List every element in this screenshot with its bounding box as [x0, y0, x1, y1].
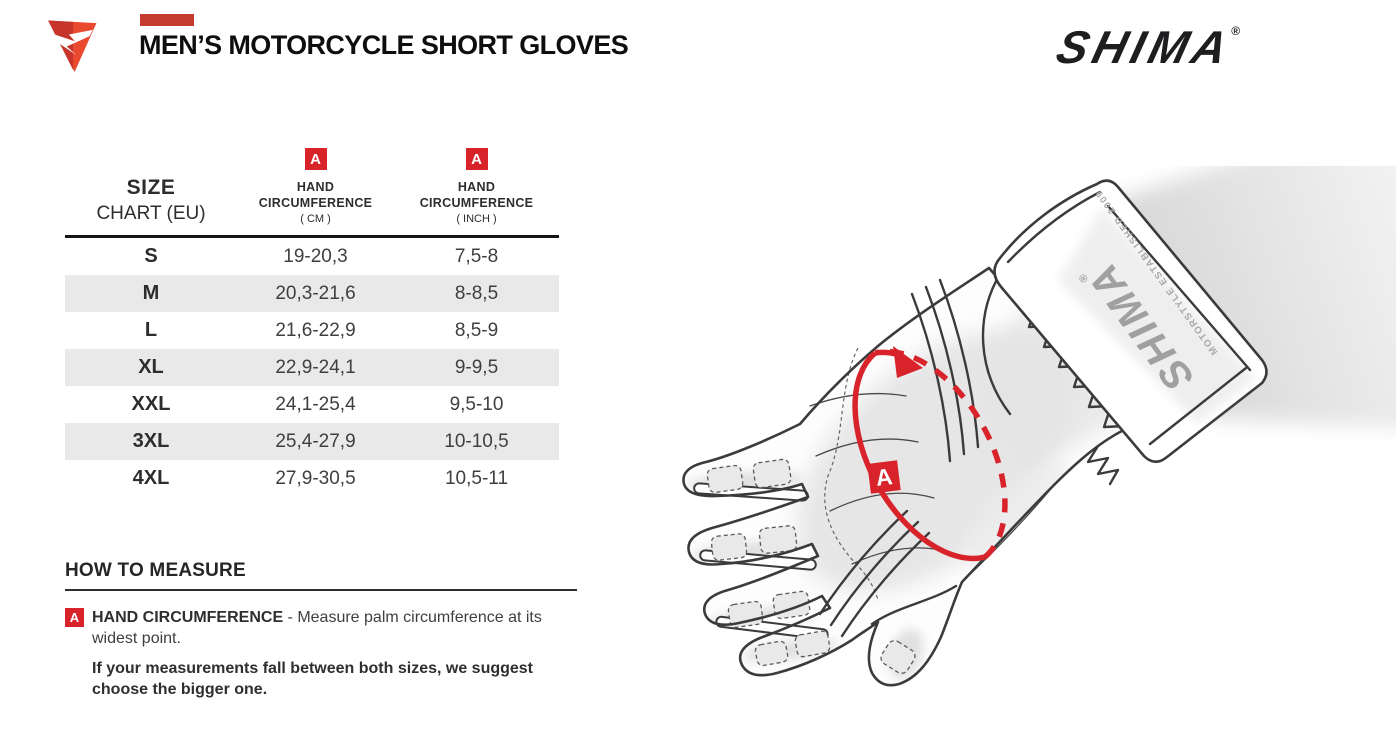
inch-unit-label: ( INCH ) [456, 213, 497, 226]
a-marker-badge: A [304, 148, 327, 170]
measure-note: If your measurements fall between both s… [92, 660, 534, 698]
size-chart-title-line2: CHART (EU) [96, 203, 206, 225]
glove-illustration: SHIMA ® MOTORSTYLE ESTABLISHED 2009 A [650, 107, 1396, 744]
brand-wordmark-text: SHIMA [1051, 21, 1238, 73]
back-hand-stripes [818, 278, 980, 638]
size-chart-title-line1: SIZE [126, 176, 176, 200]
glove-marker-label: A [874, 463, 894, 491]
registered-trademark-symbol: ® [1231, 24, 1241, 38]
a-marker-badge: A [465, 148, 488, 170]
page-title: MEN’S MOTORCYCLE SHORT GLOVES [139, 30, 629, 60]
brand-wordmark: SHIMA® [1052, 20, 1241, 74]
size-chart-header: SIZE CHART (EU) A HAND CIRCUMFERENCE ( CM… [65, 148, 559, 239]
cuff-fold-line [1006, 190, 1102, 264]
measure-term: HAND CIRCUMFERENCE [92, 609, 284, 626]
table-row: L 21,6-22,9 8,5-9 [144, 319, 499, 342]
size-chart-table: SIZE CHART (EU) A HAND CIRCUMFERENCE ( CM… [65, 148, 559, 497]
palm-contour-dashed [824, 347, 879, 601]
table-row: XXL 24,1-25,4 9,5-10 [131, 393, 504, 416]
finger-pads [706, 458, 916, 674]
how-to-measure-section: HOW TO MEASURE A HAND CIRCUMFERENCE - Mea… [65, 560, 577, 700]
table-row: S 19-20,3 7,5-8 [144, 245, 499, 268]
size-column-header: SIZE CHART (EU) [65, 148, 237, 225]
glove-diagram-svg: SHIMA ® MOTORSTYLE ESTABLISHED 2009 A [682, 107, 1396, 687]
title-accent-bar [140, 14, 194, 26]
glove-a-marker-badge: A [867, 460, 901, 494]
table-row: 4XL 27,9-30,5 10,5-11 [132, 467, 509, 490]
shima-logo-icon [48, 20, 97, 72]
tendon-line [815, 438, 919, 457]
size-chart-body: S 19-20,3 7,5-8 M 20,3-21,6 8-8,5 L 21,6-22,9… [65, 238, 559, 497]
arm-shadow-through-cuff [1058, 208, 1256, 424]
section-divider [65, 589, 577, 591]
how-to-measure-heading: HOW TO MEASURE [65, 560, 246, 581]
a-marker-badge: A [65, 608, 84, 627]
cuff-edge-line [1106, 204, 1252, 372]
measure-description: - Measure palm circumference at its wide… [92, 609, 542, 647]
inch-column-header: A HAND CIRCUMFERENCE ( INCH ) [394, 148, 559, 225]
arrow-head-icon [893, 346, 923, 378]
cuff-hem-line [1148, 366, 1248, 446]
table-row: 3XL 25,4-27,9 10-10,5 [65, 423, 559, 461]
cm-unit-label: ( CM ) [300, 213, 331, 226]
zigzag-stitching-small [1086, 444, 1120, 486]
table-row: XL 22,9-24,1 9-9,5 [65, 349, 559, 387]
wrist-panel-seam [981, 272, 1012, 416]
table-row: M 20,3-21,6 8-8,5 [65, 275, 559, 313]
cm-column-header: A HAND CIRCUMFERENCE ( CM ) [237, 148, 394, 225]
measurement-arc-dashed [874, 348, 1008, 560]
measure-instruction: A HAND CIRCUMFERENCE - Measure palm circu… [65, 607, 577, 649]
thumb-seam [870, 584, 958, 626]
